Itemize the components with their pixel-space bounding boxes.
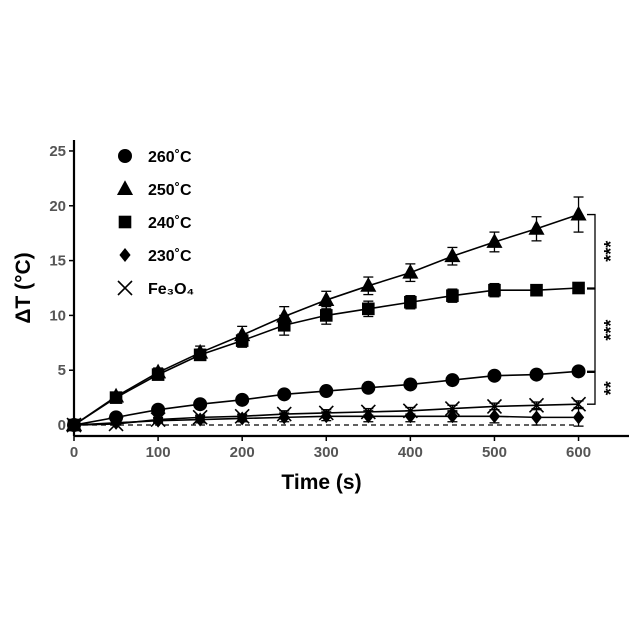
bracket-line xyxy=(587,213,596,289)
data-point-square xyxy=(530,283,543,297)
data-point-square xyxy=(572,281,585,295)
legend-item-square: 240˚C xyxy=(118,215,192,232)
x-axis-title: Time (s) xyxy=(281,471,361,494)
data-point-x xyxy=(570,396,587,412)
data-point-circle xyxy=(571,364,586,379)
data-point-square xyxy=(319,309,333,322)
legend-label: Fe₃O₄ xyxy=(148,281,194,298)
x-tick-label: 300 xyxy=(314,444,339,461)
data-point-triangle xyxy=(444,247,461,263)
series-layer xyxy=(65,196,587,433)
data-point-circle xyxy=(403,377,418,392)
data-point-x xyxy=(318,405,334,421)
data-point-triangle xyxy=(402,263,419,279)
data-point-x xyxy=(528,397,545,413)
data-point-triangle xyxy=(570,205,587,221)
data-point-circle xyxy=(487,368,502,383)
series-x xyxy=(66,396,587,433)
data-point-circle xyxy=(361,380,376,395)
y-tick-label: 20 xyxy=(49,198,66,215)
legend-label: 250˚C xyxy=(148,182,192,199)
significance-bracket: ** xyxy=(587,371,621,405)
significance-bracket: *** xyxy=(587,288,621,372)
data-point-circle xyxy=(235,392,250,407)
legend-marker-diamond xyxy=(119,248,131,262)
data-point-square xyxy=(109,391,123,404)
x-tick-label: 200 xyxy=(230,444,255,461)
y-tick-label: 0 xyxy=(58,417,66,434)
data-point-x xyxy=(444,401,460,417)
data-point-x xyxy=(234,408,250,424)
data-point-x xyxy=(360,404,376,420)
significance-brackets: ******** xyxy=(587,213,621,405)
legend-marker-circle xyxy=(118,149,132,163)
legend-label: 240˚C xyxy=(148,215,192,232)
x-tick-label: 100 xyxy=(146,444,171,461)
legend-item-x: Fe₃O₄ xyxy=(117,280,194,298)
legend-label: 230˚C xyxy=(148,248,192,265)
data-point-square xyxy=(488,283,501,297)
axes: Time (s) ΔT (°C) 0 100 200 300 400 500 600 0 5 10… xyxy=(12,140,629,494)
data-point-circle xyxy=(277,387,292,402)
data-point-square xyxy=(404,295,417,309)
significance-label: *** xyxy=(601,320,621,341)
significance-label: ** xyxy=(601,381,621,395)
legend: 260˚C 250˚C 240˚C 230˚C Fe₃O₄ xyxy=(116,149,194,298)
series-circle xyxy=(67,364,586,433)
data-point-square xyxy=(446,289,459,302)
y-tick-label: 10 xyxy=(49,307,66,324)
data-point-square xyxy=(193,348,207,362)
data-point-circle xyxy=(151,402,166,417)
legend-marker-x xyxy=(117,280,133,296)
data-point-diamond xyxy=(446,409,459,424)
x-tick-label: 500 xyxy=(482,444,507,461)
legend-label: 260˚C xyxy=(148,149,192,166)
legend-marker-square xyxy=(118,215,132,229)
y-axis-title: ΔT (°C) xyxy=(12,252,35,323)
data-point-x xyxy=(276,406,292,422)
data-point-triangle xyxy=(360,277,377,292)
data-point-triangle xyxy=(318,291,335,307)
data-point-x xyxy=(486,398,503,414)
y-tick-label: 25 xyxy=(49,143,66,160)
data-point-circle xyxy=(529,367,544,382)
data-point-square xyxy=(235,334,249,347)
data-point-diamond xyxy=(572,410,585,425)
data-point-diamond xyxy=(362,409,374,424)
legend-item-triangle: 250˚C xyxy=(116,180,192,199)
data-point-diamond xyxy=(530,410,543,425)
y-tick-label: 5 xyxy=(58,362,66,379)
data-point-circle xyxy=(445,373,460,388)
y-tick-label: 15 xyxy=(49,253,66,270)
data-point-square xyxy=(362,302,375,316)
data-point-triangle xyxy=(486,233,503,248)
legend-marker-triangle xyxy=(116,180,134,195)
significance-bracket: *** xyxy=(587,213,621,289)
data-point-circle xyxy=(193,397,208,412)
x-tick-label: 400 xyxy=(398,444,423,461)
legend-item-circle: 260˚C xyxy=(118,149,192,166)
legend-item-diamond: 230˚C xyxy=(119,248,192,265)
significance-label: *** xyxy=(601,241,621,262)
data-point-triangle xyxy=(528,220,545,235)
data-point-x xyxy=(402,403,418,419)
data-point-x xyxy=(150,411,166,428)
data-point-circle xyxy=(319,384,334,399)
x-tick-label: 600 xyxy=(566,444,591,461)
data-point-x xyxy=(108,416,124,432)
data-point-diamond xyxy=(488,409,501,424)
data-point-square xyxy=(151,368,165,381)
data-point-square xyxy=(277,318,291,332)
bracket-line xyxy=(587,371,596,405)
data-point-x xyxy=(192,409,208,425)
x-tick-label: 0 xyxy=(70,444,78,461)
series-square xyxy=(67,281,585,432)
bracket-line xyxy=(587,288,596,372)
